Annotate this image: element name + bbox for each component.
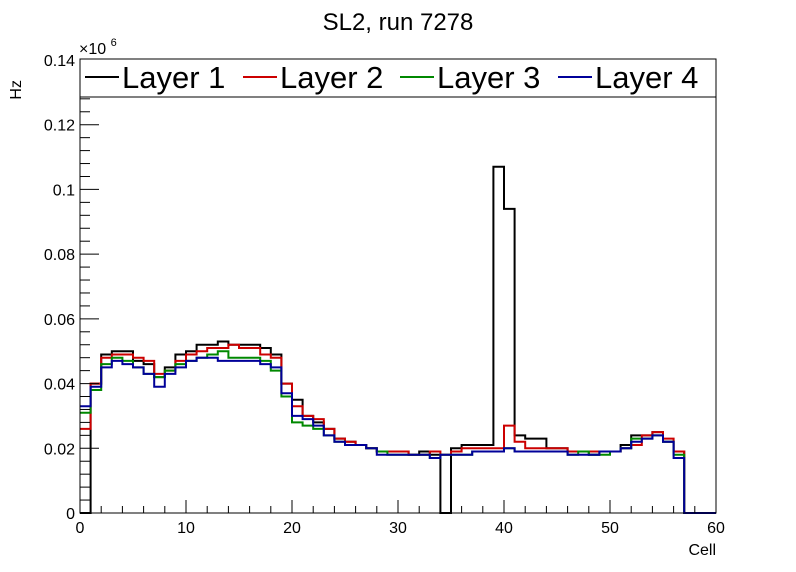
series-layer: [80, 165, 716, 514]
legend: Layer 1 Layer 2 Layer 3 Layer 4: [79, 58, 717, 98]
x-tick-label: 50: [601, 520, 619, 537]
x-axis-title: Cell: [688, 542, 716, 559]
legend-label-4: Layer 4: [595, 60, 698, 95]
legend-label-2: Layer 2: [280, 60, 383, 95]
x-tick-label: 0: [76, 520, 85, 537]
legend-entries: Layer 1 Layer 2 Layer 3 Layer 4: [85, 60, 698, 95]
y-multiplier-exponent: 6: [111, 37, 117, 49]
legend-label-3: Layer 3: [437, 60, 540, 95]
legend-label-1: Layer 1: [122, 60, 225, 95]
y-axis-title: Hz: [8, 80, 25, 100]
y-tick-label: 0.06: [44, 312, 75, 329]
x-tick-label: 10: [177, 520, 195, 537]
legend-box: [79, 58, 717, 98]
y-multiplier-base: ×10: [79, 41, 106, 58]
x-tick-label: 20: [283, 520, 301, 537]
y-tick-label: 0.14: [44, 53, 75, 70]
chart-title: SL2, run 7278: [323, 9, 474, 36]
y-multiplier: ×10 6: [79, 37, 117, 58]
axis-layer: 0 10 20 30 40 50 60 0 0.02 0.04 0.06 0.08 0.1 0.12 0.1…: [44, 53, 725, 537]
y-tick-label: 0.1: [53, 182, 75, 199]
x-tick-label: 60: [707, 520, 725, 537]
y-tick-label: 0.04: [44, 377, 75, 394]
x-tick-label: 40: [495, 520, 513, 537]
series-line-4: [80, 356, 716, 514]
y-tick-label: 0.12: [44, 118, 75, 135]
y-tick-label: 0: [66, 506, 75, 523]
x-tick-label: 30: [389, 520, 407, 537]
y-tick-label: 0.08: [44, 247, 75, 264]
y-tick-label: 0.02: [44, 441, 75, 458]
